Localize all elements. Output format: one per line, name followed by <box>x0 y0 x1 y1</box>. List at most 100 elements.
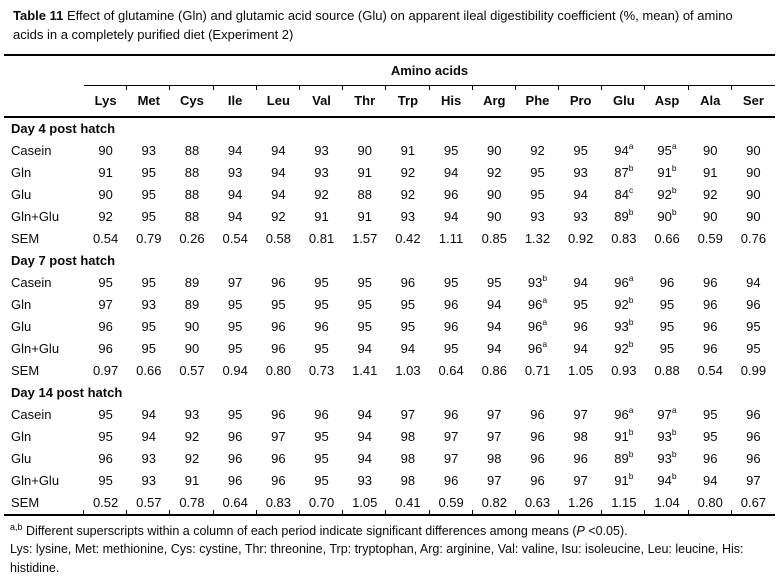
cell: 0.79 <box>136 231 162 247</box>
cell: 0.59 <box>428 492 473 515</box>
cell: 96 <box>530 451 545 467</box>
cell: 94 <box>573 275 588 291</box>
table-row: SEM 0.97 0.66 0.57 0.94 0.80 0.73 1.41 1.03 0.64 0… <box>4 360 775 382</box>
cell: 91 <box>357 209 372 225</box>
cell: 92b <box>614 294 634 313</box>
col-header-asp: Asp <box>644 85 689 118</box>
cell: 97 <box>98 297 113 313</box>
cell: 0.41 <box>385 492 429 515</box>
cell: 96 <box>227 451 243 467</box>
cell: 97 <box>227 275 243 291</box>
group-header: Amino acids <box>84 54 775 86</box>
cell: 91b <box>657 162 677 181</box>
cell: 96 <box>443 319 459 335</box>
cell: 89 <box>184 275 200 291</box>
cell: 94 <box>487 297 502 313</box>
cell: 90 <box>746 165 761 181</box>
cell: 95 <box>141 319 157 335</box>
cell: 90 <box>184 319 200 335</box>
col-header-phe: Phe <box>514 85 560 118</box>
superscript: c <box>628 184 634 195</box>
cell: 0.86 <box>481 363 507 379</box>
cell: 90 <box>746 187 761 203</box>
cell: 1.57 <box>352 231 378 247</box>
cell: 96 <box>443 407 459 423</box>
row-header-placeholder <box>4 85 84 118</box>
cell: 96 <box>443 473 459 489</box>
cell: 93 <box>141 473 157 489</box>
cell: 96 <box>443 297 459 313</box>
cell: 95 <box>702 429 718 445</box>
cell: 96 <box>573 451 588 467</box>
row-label: Gln <box>11 165 32 181</box>
row-label: Casein <box>11 143 52 159</box>
superscript: b <box>671 184 677 195</box>
cell: 96 <box>271 275 286 291</box>
superscript: b <box>628 448 634 459</box>
cell: 96 <box>530 473 545 489</box>
cell: 98 <box>487 451 502 467</box>
cell: 90 <box>487 209 502 225</box>
row-label: Casein <box>11 275 52 291</box>
cell: 0.76 <box>740 231 767 247</box>
row-label: Casein <box>11 407 52 423</box>
cell: 96 <box>702 275 718 291</box>
cell: 94 <box>357 451 372 467</box>
cell: 90 <box>746 209 761 225</box>
cell: 93 <box>400 209 416 225</box>
cell: 94 <box>357 341 372 357</box>
cell: 96 <box>659 275 675 291</box>
cell: 0.63 <box>514 492 559 515</box>
cell: 95a <box>657 140 677 159</box>
cell: 92 <box>400 165 416 181</box>
cell: 96 <box>746 451 761 467</box>
cell: 0.88 <box>654 363 680 379</box>
cell: 98 <box>400 473 416 489</box>
section-header-row: Day 4 post hatch <box>4 117 775 140</box>
cell: 0.83 <box>611 231 637 247</box>
cell: 96 <box>271 319 286 335</box>
cell: 90b <box>657 206 677 225</box>
cell: 96 <box>746 297 761 313</box>
table-title: Table 11 Effect of glutamine (Gln) and g… <box>13 7 765 45</box>
cell: 95 <box>98 429 113 445</box>
cell: 0.97 <box>92 363 119 379</box>
cell: 95 <box>400 297 416 313</box>
cell: 0.64 <box>212 492 257 515</box>
table-row: SEM 0.54 0.79 0.26 0.54 0.58 0.81 1.57 0.42 1.11 0… <box>4 228 775 250</box>
cell: 95 <box>227 297 243 313</box>
cell: 0.57 <box>179 363 205 379</box>
row-label: Glu <box>11 187 32 203</box>
row-label: Gln <box>11 429 32 445</box>
cell: 95 <box>573 297 588 313</box>
cell: 94 <box>487 319 502 335</box>
cell: 92 <box>184 451 200 467</box>
cell: 97 <box>487 407 502 423</box>
cell: 96 <box>98 319 113 335</box>
cell: 96 <box>227 429 243 445</box>
cell: 98 <box>400 451 416 467</box>
cell: 96 <box>443 187 459 203</box>
cell: 96a <box>614 272 634 291</box>
digestibility-table: Amino acids Lys Met Cys Ile Leu Val Thr Trp His A… <box>4 53 775 516</box>
cell: 95 <box>314 275 329 291</box>
table-row: Gln 95 94 92 96 97 95 94 98 97 97 96 98 91b 93b 95 96 <box>4 426 775 448</box>
cell: 95 <box>271 297 286 313</box>
cell: 96a <box>527 338 548 357</box>
cell: 0.80 <box>687 492 732 515</box>
cell: 96 <box>702 297 718 313</box>
corner-cell <box>4 55 84 86</box>
cell: 0.94 <box>222 363 248 379</box>
cell: 1.11 <box>438 231 464 247</box>
col-header-arg: Arg <box>471 85 516 118</box>
section-header-row: Day 14 post hatch <box>4 382 775 404</box>
cell: 94b <box>657 470 677 489</box>
cell: 1.15 <box>601 492 645 515</box>
cell: 93 <box>141 297 157 313</box>
col-header-ser: Ser <box>730 85 775 118</box>
cell: 95 <box>746 341 761 357</box>
cell: 96 <box>400 275 416 291</box>
cell: 96 <box>314 407 329 423</box>
cell: 92 <box>184 429 200 445</box>
cell: 88 <box>357 187 372 203</box>
